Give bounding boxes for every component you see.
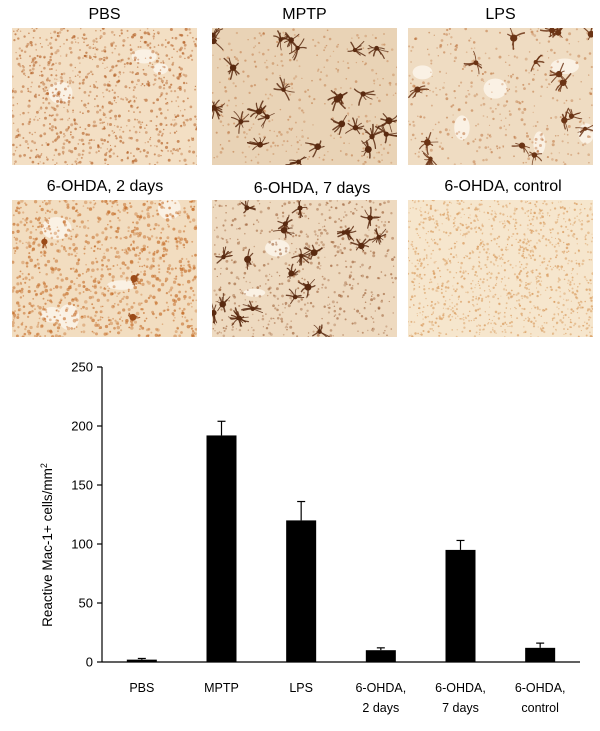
micrograph-6ohda-2days — [12, 200, 197, 337]
bar — [365, 650, 396, 662]
bar — [286, 520, 317, 662]
y-tick-label: 250 — [71, 360, 93, 375]
micrograph-lps — [408, 28, 593, 165]
chart-bars — [126, 420, 556, 662]
y-tick-label: 150 — [71, 478, 93, 493]
micrograph-mptp — [212, 28, 397, 165]
x-tick-labels: PBS MPTP LPS 6-OHDA, 2 days 6-OHDA, 7 days 6-OH… — [129, 681, 565, 715]
micrograph-pbs — [12, 28, 197, 165]
svg-text:Reactive Mac-1+ cells/mm2: Reactive Mac-1+ cells/mm2 — [39, 463, 55, 627]
panel-label-6ohda-control: 6-OHDA, control — [444, 178, 562, 195]
y-tick-label: 0 — [86, 655, 93, 670]
bar — [126, 659, 157, 662]
panel-label-6ohda-7days: 6-OHDA, 7 days — [253, 180, 371, 197]
y-axis-title-superscript: 2 — [39, 463, 49, 468]
x-tick-label: PBS — [129, 681, 154, 695]
y-axis-title: Reactive Mac-1+ cells/mm2 — [39, 463, 55, 627]
x-tick-label: 6-OHDA, control — [515, 681, 566, 715]
y-tick-label: 200 — [71, 419, 93, 434]
x-tick-label: 6-OHDA, 2 days — [355, 681, 406, 715]
panel-label-6ohda-2days: 6-OHDA, 2 days — [46, 178, 164, 195]
x-tick-label: LPS — [289, 681, 313, 695]
bar — [445, 549, 476, 662]
chart-axes: 0 50 100 150 200 250 — [71, 360, 580, 670]
bar-chart: Reactive Mac-1+ cells/mm2 0 50 100 150 200 25… — [39, 360, 580, 715]
panel-label-mptp: MPTP — [282, 6, 327, 23]
micrograph-6ohda-7days — [212, 200, 397, 337]
y-axis-title-main: Reactive Mac-1+ cells/mm — [40, 468, 55, 627]
y-tick-label: 50 — [79, 596, 93, 611]
panel-label-lps: LPS — [485, 6, 516, 23]
panel-label-pbs: PBS — [88, 6, 121, 23]
micrograph-6ohda-control — [408, 200, 593, 337]
bar — [206, 435, 237, 662]
x-tick-label: MPTP — [204, 681, 239, 695]
bar — [525, 647, 556, 662]
x-tick-label: 6-OHDA, 7 days — [435, 681, 486, 715]
y-tick-label: 100 — [71, 537, 93, 552]
